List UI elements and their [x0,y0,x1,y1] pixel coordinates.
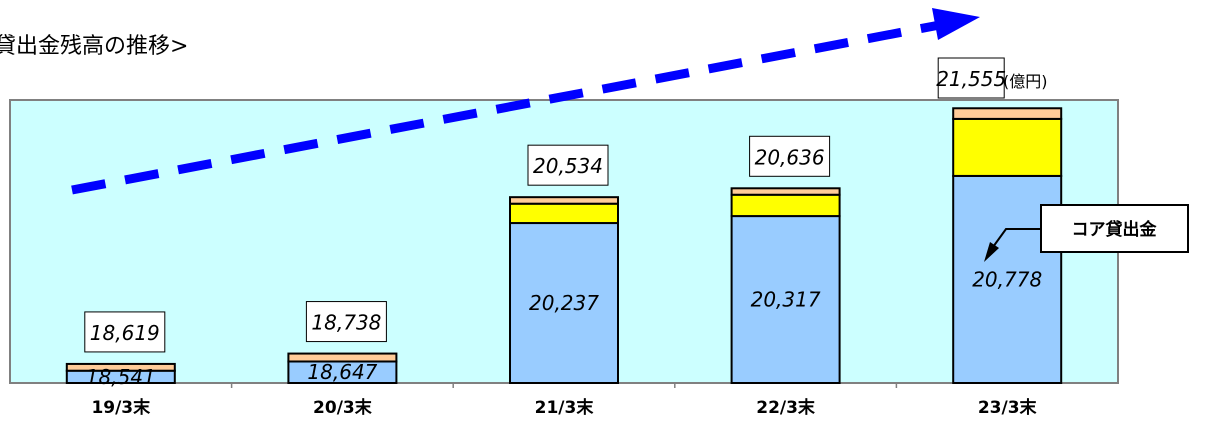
total-value-label: 20,636 [755,145,825,169]
callout-label: コア貸出金 [1072,219,1158,240]
bar-segment [509,202,619,225]
total-value-label: 21,555 [936,67,1006,91]
bar-segment [65,362,176,372]
bar-segment [509,196,619,205]
core-value-label: 20,317 [751,288,821,312]
total-value-label: 18,619 [90,321,160,345]
total-label-box [749,135,831,177]
chart-title: 貸出金残高の推移> [0,34,189,59]
bar-segment [730,193,841,218]
core-value-label: 18,541 [86,365,156,389]
callout-box [1040,204,1189,253]
callout-arrowhead [984,242,999,262]
total-label-box [84,311,166,353]
bar-segment [952,107,1063,120]
x-tick-label: 19/3末 [91,397,151,418]
total-label-box [527,144,609,186]
unit-label: (億円) [1003,72,1048,91]
bar-segment [730,187,841,196]
x-tick-label: 20/3末 [313,397,373,418]
bar-segment [509,222,619,384]
total-label-box [305,301,387,343]
bar-segment [287,352,398,363]
trend-arrowhead [932,8,980,40]
core-value-label: 18,647 [307,360,377,384]
core-value-label: 20,778 [972,267,1042,291]
total-value-label: 18,738 [311,311,381,335]
bar-segment [730,215,841,384]
x-tick-label: 22/3末 [756,397,816,418]
x-tick-label: 21/3末 [535,397,595,418]
x-tick-label: 23/3末 [978,397,1038,418]
core-value-label: 20,237 [529,291,599,315]
callout-leader-line [992,228,1041,248]
bar-segment [952,117,1063,177]
total-value-label: 20,534 [533,154,603,178]
trend-arrow-line [71,19,946,195]
total-label-box [937,57,1005,99]
